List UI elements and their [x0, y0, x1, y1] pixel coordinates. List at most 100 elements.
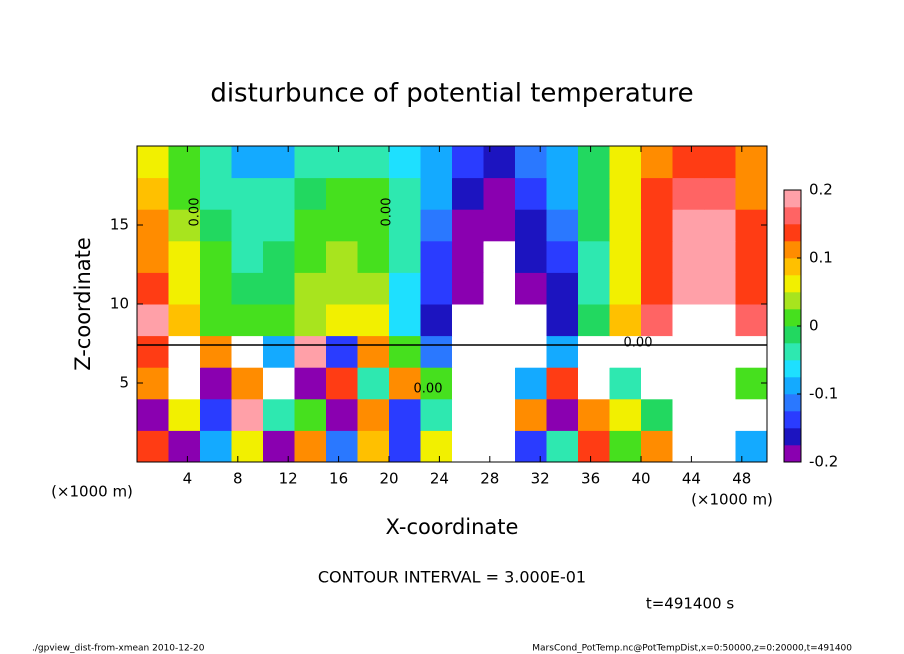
heatmap-cell — [735, 146, 768, 179]
colorbar-segment — [784, 326, 801, 344]
chart-title: disturbunce of potential temperature — [210, 79, 693, 109]
heatmap-cell — [483, 177, 516, 210]
x-tick-label: 28 — [480, 470, 499, 488]
colorbar-segment — [784, 377, 801, 395]
heatmap-cell — [168, 272, 201, 305]
heatmap-cell — [609, 177, 642, 210]
heatmap-cell — [483, 304, 516, 337]
y-tick-label: 10 — [110, 295, 129, 313]
heatmap-cell — [389, 209, 421, 242]
colorbar-segment — [784, 394, 801, 412]
heatmap-cell — [231, 398, 264, 431]
heatmap-cell — [137, 335, 169, 368]
heatmap-cell — [515, 272, 547, 305]
heatmap-cell — [704, 146, 736, 179]
colorbar-tick-label: -0.1 — [809, 385, 838, 403]
heatmap-cell — [672, 240, 705, 273]
heatmap-cell — [578, 367, 610, 400]
heatmap-cell — [294, 209, 327, 242]
heatmap-cell — [672, 304, 705, 337]
heatmap-cell — [357, 146, 390, 179]
heatmap-cell — [326, 304, 358, 337]
colorbar-segment — [784, 275, 801, 293]
heatmap-cell — [483, 209, 516, 242]
heatmap-cell — [200, 272, 232, 305]
heatmap-cell — [137, 272, 169, 305]
heatmap-cell — [263, 177, 295, 210]
heatmap-cell — [578, 304, 610, 337]
y-tick-label: 15 — [110, 216, 129, 234]
heatmap-cell — [452, 398, 484, 431]
heatmap-cell — [452, 240, 484, 273]
heatmap-cell — [641, 430, 673, 463]
heatmap-cell — [420, 146, 453, 179]
heatmap-cell — [168, 146, 201, 179]
heatmap-cell — [578, 430, 610, 463]
heatmap-cell — [263, 367, 295, 400]
heatmap-cell — [735, 335, 768, 368]
x-axis-label: X-coordinate — [386, 515, 519, 539]
heatmap-cell — [704, 430, 736, 463]
heatmap-cell — [263, 430, 295, 463]
y-axis-label: Z-coordinate — [71, 237, 95, 371]
heatmap-cell — [357, 367, 390, 400]
heatmap-cell — [168, 367, 201, 400]
heatmap-cell — [294, 177, 327, 210]
heatmap-cell — [641, 304, 673, 337]
heatmap-cell — [357, 304, 390, 337]
heatmap-cell — [294, 335, 327, 368]
heatmap-cell — [263, 209, 295, 242]
heatmap-cell — [578, 209, 610, 242]
x-tick-label: 44 — [682, 470, 701, 488]
heatmap-cell — [483, 430, 516, 463]
heatmap-cell — [578, 272, 610, 305]
heatmap-cell — [137, 430, 169, 463]
colorbar-segment — [784, 360, 801, 378]
heatmap-cell — [515, 240, 547, 273]
heatmap-cell — [231, 335, 264, 368]
colorbar-segment — [784, 224, 801, 242]
heatmap-cell — [515, 146, 547, 179]
heatmap-cell — [704, 367, 736, 400]
colorbar: -0.2 -0.1 0 0.1 0.2 — [783, 181, 838, 471]
heatmap-cell — [704, 209, 736, 242]
heatmap-cell — [452, 430, 484, 463]
contour-label: 0.00 — [380, 198, 395, 227]
x-tick-label: 4 — [183, 470, 193, 488]
heatmap-cell — [357, 209, 390, 242]
heatmap-cell — [609, 398, 642, 431]
plot-field — [137, 146, 768, 463]
colorbar-segment — [784, 343, 801, 361]
x-tick-label: 24 — [430, 470, 449, 488]
heatmap-cell — [326, 240, 358, 273]
heatmap-cell — [200, 177, 232, 210]
heatmap-cell — [231, 209, 264, 242]
heatmap-cell — [546, 177, 579, 210]
colorbar-segment — [784, 445, 801, 463]
heatmap-cell — [578, 335, 610, 368]
heatmap-cell — [326, 209, 358, 242]
heatmap-cell — [515, 398, 547, 431]
heatmap-cell — [420, 240, 453, 273]
heatmap-cell — [735, 272, 768, 305]
heatmap-cell — [641, 209, 673, 242]
heatmap-cell — [483, 146, 516, 179]
heatmap-cell — [326, 272, 358, 305]
heatmap-cell — [326, 430, 358, 463]
heatmap-cell — [452, 209, 484, 242]
heatmap-cell — [389, 430, 421, 463]
x-tick-label: 40 — [631, 470, 650, 488]
heatmap-cell — [231, 146, 264, 179]
heatmap-cell — [609, 367, 642, 400]
y-tick-label: 5 — [119, 374, 129, 392]
heatmap-cell — [704, 398, 736, 431]
colorbar-segment — [784, 258, 801, 276]
heatmap-cell — [420, 272, 453, 305]
heatmap-cell — [609, 209, 642, 242]
heatmap-cell — [609, 146, 642, 179]
heatmap-cell — [578, 146, 610, 179]
heatmap-cell — [200, 146, 232, 179]
heatmap-cell — [231, 430, 264, 463]
heatmap-cell — [294, 367, 327, 400]
